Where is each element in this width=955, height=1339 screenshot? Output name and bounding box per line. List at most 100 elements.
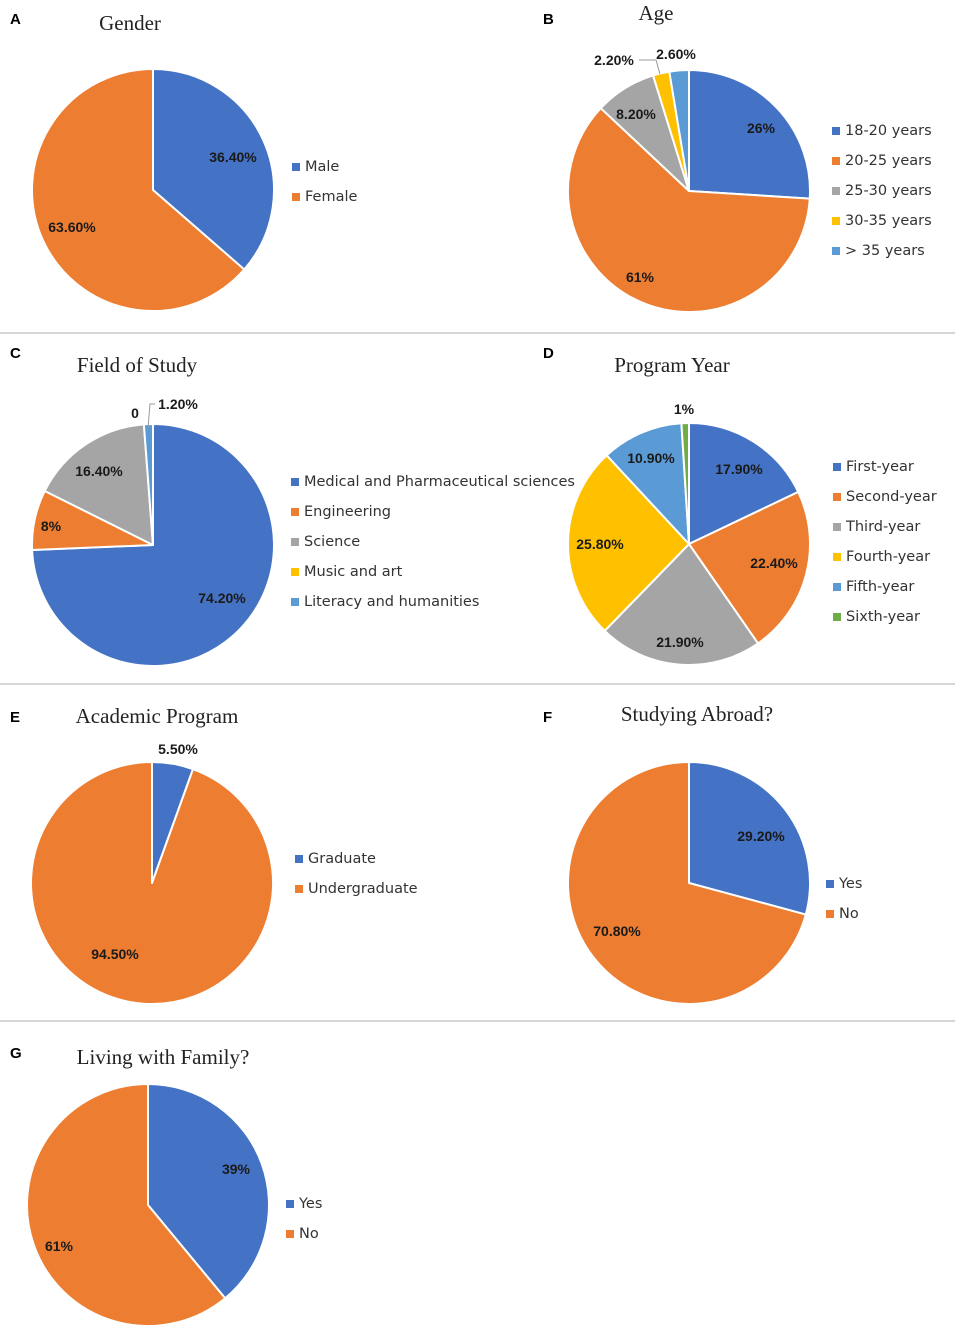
legend-swatch [833, 493, 841, 501]
pie-slice-female [31, 68, 246, 312]
pie-slice-undergraduate [30, 761, 274, 1005]
legend-swatch [832, 187, 840, 195]
legend-swatch [295, 855, 303, 863]
pie-slice-no [26, 1083, 227, 1327]
legend-item-no: No [299, 1226, 319, 1242]
legend-swatch [826, 910, 834, 918]
data-label-25-30-years: 8.20% [616, 106, 656, 122]
leader-line [639, 59, 661, 75]
legend-swatch [832, 157, 840, 165]
data-label-female: 63.60% [48, 219, 96, 235]
chart-panel-e: E Academic Program 5.50% 94.50% Graduate Unde… [10, 704, 418, 1005]
pie-slice-fifth-year [605, 422, 690, 545]
legend-item-science: Science [304, 534, 360, 550]
pie-slice-male [152, 68, 275, 271]
legend-swatch [291, 538, 299, 546]
legend-item-undergraduate: Undergraduate [308, 881, 418, 897]
data-label-20-25-years: 61% [626, 269, 655, 285]
legend-item-graduate: Graduate [308, 851, 376, 867]
legend-swatch [291, 508, 299, 516]
pie-slice-fourth-year [567, 454, 690, 632]
legend-item-music-and-art: Music and art [304, 564, 403, 580]
data-label-male: 36.40% [209, 149, 257, 165]
legend-item-male: Male [305, 159, 339, 175]
panel-letter: G [10, 1045, 22, 1062]
data-label-first-year: 17.90% [715, 461, 763, 477]
legend-item-fifth-year: Fifth-year [846, 579, 914, 595]
data-label-fifth-year: 10.90% [627, 450, 675, 466]
data-label-30-35-years: 2.20% [594, 52, 634, 68]
pie-slice-no [567, 761, 807, 1005]
data-label-yes: 29.20% [737, 828, 785, 844]
chart-title: Age [639, 1, 674, 25]
chart-title: Gender [99, 11, 161, 35]
data-label-engineering: 8% [41, 518, 62, 534]
legend-item-35-years: > 35 years [845, 243, 925, 259]
legend-item-20-25-years: 20-25 years [845, 153, 932, 169]
legend-item-sixth-year: Sixth-year [846, 609, 920, 625]
chart-title: Living with Family? [77, 1045, 250, 1069]
legend-swatch [286, 1230, 294, 1238]
pie-slice-science [43, 423, 154, 546]
data-label-second-year: 22.40% [750, 555, 798, 571]
chart-title: Academic Program [76, 704, 239, 728]
data-label-no: 70.80% [593, 923, 641, 939]
legend-swatch [833, 463, 841, 471]
data-label-18-20-years: 26% [747, 120, 776, 136]
panel-letter: F [543, 709, 552, 726]
pie-slice-18-20-years [688, 69, 811, 200]
legend-swatch [295, 885, 303, 893]
chart-panel-f: F Studying Abroad? 29.20% 70.80% Yes No [543, 702, 862, 1005]
panel-letter: A [10, 11, 21, 28]
legend-item-18-20-years: 18-20 years [845, 123, 932, 139]
pie-slice-yes [688, 761, 811, 916]
data-label-literacy-and-humanities: 1.20% [158, 396, 198, 412]
leader-line [147, 403, 155, 429]
chart-panel-c: C Field of Study 74.20% 8% 16.40% 0 1.20% Medic… [10, 345, 575, 667]
data-label-third-year: 21.90% [656, 634, 704, 650]
data-label-graduate: 5.50% [158, 741, 198, 757]
legend-item-female: Female [305, 189, 358, 205]
data-label-fourth-year: 25.80% [576, 536, 624, 552]
chart-title: Program Year [614, 353, 730, 377]
pie-slice-20-25-years [567, 107, 811, 313]
chart-panel-g: G Living with Family? 39% 61% Yes No [10, 1045, 322, 1327]
data-label-undergraduate: 94.50% [91, 946, 139, 962]
legend-item-medical-and-pharmaceutical-sciences: Medical and Pharmaceutical sciences [304, 474, 575, 490]
legend-item-literacy-and-humanities: Literacy and humanities [304, 594, 479, 610]
legend-swatch [833, 553, 841, 561]
legend-item-no: No [839, 906, 859, 922]
legend-item-fourth-year: Fourth-year [846, 549, 930, 565]
data-label-medical-and-pharmaceutical-sciences: 74.20% [198, 590, 246, 606]
pie-slice-35-years [668, 69, 690, 192]
chart-title: Field of Study [77, 353, 198, 377]
pie-slice-yes [147, 1083, 270, 1300]
pie-slice-third-year [603, 543, 760, 666]
data-label-35-years: 2.60% [656, 46, 696, 62]
chart-panel-d: D Program Year 17.90% 22.40% 21.90% 25.80% 10.… [543, 345, 937, 666]
legend-swatch [832, 247, 840, 255]
legend-swatch [833, 523, 841, 531]
legend-swatch [292, 163, 300, 171]
chart-panel-a: A Gender 36.40% 63.60% Male Female [10, 11, 358, 312]
data-label-music-and-art: 0 [131, 405, 139, 421]
legend-item-second-year: Second-year [846, 489, 937, 505]
legend-swatch [832, 217, 840, 225]
data-label-yes: 39% [222, 1161, 251, 1177]
chart-title: Studying Abroad? [621, 702, 773, 726]
legend-swatch [832, 127, 840, 135]
panel-letter: D [543, 345, 554, 362]
panel-letter: E [10, 709, 20, 726]
legend-item-engineering: Engineering [304, 504, 391, 520]
legend-swatch [291, 568, 299, 576]
legend-swatch [291, 598, 299, 606]
data-label-sixth-year: 1% [674, 401, 695, 417]
legend-item-25-30-years: 25-30 years [845, 183, 932, 199]
legend-item-first-year: First-year [846, 459, 914, 475]
legend-item-yes: Yes [298, 1196, 322, 1212]
pie-slice-second-year [688, 490, 812, 645]
legend-swatch [833, 613, 841, 621]
panel-letter: C [10, 345, 21, 362]
chart-panel-b: B Age 26% 61% 8.20% 2.20% 2.60% 18-20 years 20-2… [543, 1, 932, 313]
